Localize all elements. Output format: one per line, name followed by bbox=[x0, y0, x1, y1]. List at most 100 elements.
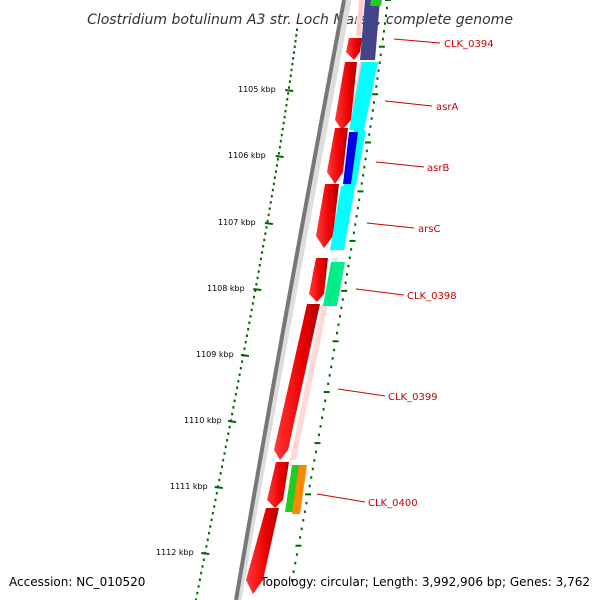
inner-dot bbox=[386, 6, 389, 10]
category-box-green-top bbox=[370, 0, 382, 6]
inner-dot bbox=[356, 206, 359, 210]
cds-arrow bbox=[346, 38, 362, 60]
cds-arrow bbox=[335, 62, 357, 130]
scale-dot bbox=[268, 207, 271, 210]
scale-dot bbox=[270, 194, 273, 198]
scale-ticks bbox=[201, 89, 294, 555]
inner-dot bbox=[381, 37, 384, 41]
scale-label: 1106 kbp bbox=[228, 151, 266, 160]
inner-dot bbox=[384, 14, 387, 17]
scale-dot bbox=[219, 472, 222, 475]
inner-dot bbox=[341, 289, 348, 292]
scale-dot bbox=[254, 289, 257, 292]
scale-dot bbox=[200, 571, 203, 575]
backbone-line bbox=[234, 0, 346, 600]
scale-label: 1105 kbp bbox=[238, 85, 276, 94]
scale-dot bbox=[276, 158, 279, 161]
inner-dot bbox=[291, 579, 293, 582]
scale-dot bbox=[253, 295, 256, 299]
scale-tick bbox=[253, 288, 262, 291]
inner-dot bbox=[322, 408, 325, 411]
scale-dot bbox=[220, 465, 223, 468]
scale-dot bbox=[258, 263, 261, 267]
scale-dot bbox=[266, 219, 269, 223]
gene-label-CLK_0398[interactable]: CLK_0398 bbox=[407, 291, 457, 302]
scale-dot bbox=[288, 86, 291, 89]
inner-dot bbox=[348, 256, 351, 259]
inner-dot bbox=[305, 501, 308, 505]
scale-dot bbox=[210, 518, 213, 522]
inner-dot bbox=[300, 527, 303, 531]
scale-dot bbox=[209, 525, 212, 528]
scale-labels: 1105 kbp 1106 kbp 1107 kbp 1108 kbp 1109… bbox=[156, 85, 276, 557]
scale-dot bbox=[214, 498, 217, 502]
scale-dot bbox=[251, 302, 254, 305]
scale-dot bbox=[215, 492, 218, 495]
scale-dot bbox=[273, 176, 276, 179]
scale-dot bbox=[262, 244, 265, 248]
scale-dot bbox=[238, 373, 241, 376]
label-leaders bbox=[316, 38, 441, 503]
category-box-navy bbox=[360, 0, 380, 60]
inner-dot bbox=[370, 117, 373, 120]
inner-dot bbox=[358, 198, 361, 202]
scale-dot bbox=[234, 393, 237, 396]
inner-dot bbox=[295, 553, 298, 556]
inner-dot bbox=[362, 174, 365, 177]
scale-dot bbox=[292, 51, 295, 54]
inner-dot bbox=[333, 348, 336, 352]
scale-dot bbox=[278, 145, 281, 149]
gene-label-asrB[interactable]: asrB bbox=[427, 163, 449, 174]
scale-dot bbox=[205, 545, 208, 548]
inner-dot bbox=[385, 0, 391, 1]
gene-label-CLK_0394[interactable]: CLK_0394 bbox=[444, 39, 494, 50]
inner-dot bbox=[377, 69, 380, 72]
inner-dot bbox=[336, 331, 339, 335]
gene-label-asrA[interactable]: asrA bbox=[436, 102, 458, 113]
scale-dot bbox=[256, 276, 259, 280]
inner-dot bbox=[305, 493, 312, 496]
inner-dot bbox=[354, 223, 357, 226]
gene-label-CLK_0399[interactable]: CLK_0399 bbox=[388, 392, 438, 403]
inner-dot bbox=[331, 357, 334, 360]
scale-dot bbox=[282, 121, 285, 125]
inner-dot bbox=[360, 182, 363, 185]
scale-dot bbox=[231, 412, 234, 416]
backbone-shadow bbox=[234, 0, 352, 600]
inner-dot bbox=[295, 544, 302, 547]
scale-dot bbox=[233, 399, 236, 403]
scale-dot bbox=[288, 80, 291, 83]
scale-label: 1111 kbp bbox=[170, 482, 208, 491]
scale-dot bbox=[257, 270, 260, 273]
gene-labels: CLK_0394 asrA asrB arsC CLK_0398 CLK_039… bbox=[368, 39, 494, 509]
scale-tick bbox=[201, 552, 210, 555]
inner-dot bbox=[378, 61, 381, 64]
inner-dot bbox=[313, 459, 316, 462]
scale-dot bbox=[206, 538, 209, 542]
category-box-orange bbox=[292, 465, 307, 514]
scale-dot bbox=[250, 308, 253, 312]
gene-label-CLK_0400[interactable]: CLK_0400 bbox=[368, 498, 418, 509]
scale-dot bbox=[249, 315, 252, 318]
scale-dot bbox=[197, 585, 200, 588]
inner-dot bbox=[323, 391, 330, 394]
scale-dot bbox=[289, 74, 292, 78]
scale-dot bbox=[283, 115, 286, 119]
scale-dot bbox=[274, 170, 277, 173]
scale-dot bbox=[265, 226, 268, 229]
category-box-green bbox=[285, 465, 300, 512]
inner-dot bbox=[324, 399, 327, 403]
scale-dot bbox=[272, 182, 275, 186]
scale-dot bbox=[286, 98, 289, 101]
gene-label-arsC[interactable]: arsC bbox=[418, 224, 440, 235]
inner-dot bbox=[365, 149, 368, 153]
scale-dot bbox=[267, 213, 270, 217]
scale-dot bbox=[271, 188, 274, 192]
scale-dotted-line bbox=[195, 28, 298, 600]
scale-dot bbox=[275, 164, 278, 167]
scale-dot bbox=[263, 238, 266, 242]
scale-dot bbox=[241, 360, 244, 363]
inner-dot bbox=[327, 382, 330, 386]
scale-dot bbox=[269, 201, 272, 204]
scale-dot bbox=[208, 531, 211, 535]
